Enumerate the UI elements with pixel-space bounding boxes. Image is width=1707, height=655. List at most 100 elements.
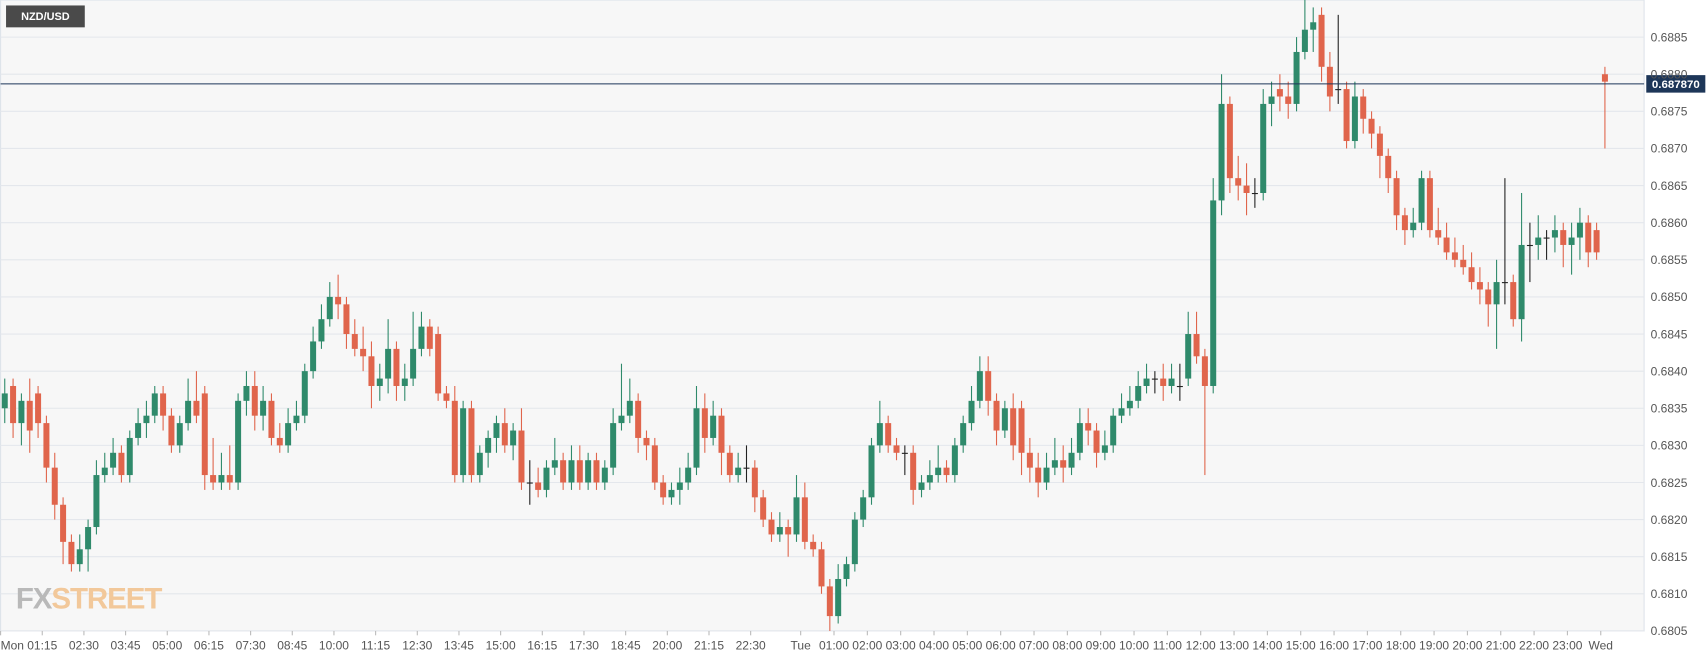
candle-body <box>668 489 675 498</box>
candle-body <box>1010 408 1017 446</box>
candle-body <box>510 430 517 446</box>
x-tick-label: 05:00 <box>152 638 182 652</box>
candle-body <box>276 437 283 446</box>
candle-body <box>810 541 817 550</box>
candle-body <box>1426 178 1433 231</box>
candle-body <box>1535 237 1542 245</box>
x-tick-label: 18:45 <box>611 638 641 652</box>
candle-body <box>935 467 942 476</box>
candle-body <box>285 423 292 446</box>
candle-body <box>735 467 742 476</box>
candle-body <box>1485 289 1492 305</box>
x-tick-label: 02:00 <box>852 638 882 652</box>
candle-body <box>1435 230 1442 238</box>
candle-body <box>693 408 700 468</box>
x-tick-label: 06:15 <box>194 638 224 652</box>
candle-body <box>526 482 533 484</box>
candle-body <box>1385 155 1392 179</box>
candle-body <box>426 326 433 349</box>
price-label: 0.687870 <box>1652 79 1700 91</box>
candle-body <box>1310 22 1317 30</box>
x-tick-label: 05:00 <box>952 638 982 652</box>
logo-part: STREET <box>51 582 162 615</box>
candle-body <box>551 460 558 468</box>
candle-body <box>476 452 483 476</box>
x-tick-label: 03:00 <box>886 638 916 652</box>
candle-body <box>1185 334 1192 379</box>
candle-body <box>293 415 300 424</box>
x-tick-label: 10:00 <box>1119 638 1149 652</box>
candle-body <box>1493 282 1500 305</box>
candle-body <box>993 400 1000 431</box>
candle-body <box>701 408 708 438</box>
symbol-badge <box>6 5 85 28</box>
candle-body <box>1001 408 1008 431</box>
candle-body <box>185 400 192 424</box>
grid <box>0 36 1645 636</box>
candle-body <box>10 385 17 424</box>
candle-body <box>326 296 333 320</box>
candle-body <box>1268 96 1275 104</box>
candle-body <box>760 497 767 520</box>
candle-body <box>518 430 525 483</box>
candle-body <box>1143 378 1150 386</box>
price-label-box <box>1646 75 1706 93</box>
candle-body <box>143 415 150 424</box>
candle-body <box>876 423 883 446</box>
y-tick-label: 0.6850 <box>1651 290 1688 304</box>
candle-body <box>960 423 967 446</box>
candle-body <box>1318 14 1325 67</box>
candle-body <box>568 460 575 483</box>
candle-body <box>1360 96 1367 119</box>
candle-body <box>368 356 375 386</box>
y-tick-label: 0.6860 <box>1651 216 1688 230</box>
x-tick-label: 17:30 <box>569 638 599 652</box>
candle-body <box>1193 334 1200 357</box>
y-tick-label: 0.6855 <box>1651 253 1688 267</box>
candle-body <box>768 519 775 535</box>
x-tick-label: Tue <box>791 638 812 652</box>
candle-body <box>60 504 67 542</box>
x-tick-label: 11:00 <box>1153 638 1182 652</box>
candle-body <box>868 445 875 498</box>
candle-body <box>451 400 458 476</box>
candle-body <box>1560 230 1567 245</box>
candle-body <box>1285 96 1292 104</box>
y-tick-label: 0.6815 <box>1651 550 1688 564</box>
candle-body <box>1051 460 1058 468</box>
candle-body <box>751 467 758 498</box>
logo: FXSTREET <box>16 582 162 615</box>
candle-body <box>1351 96 1358 142</box>
x-tick-label: 16:15 <box>527 638 557 652</box>
candle-body <box>976 371 983 401</box>
candle-body <box>743 467 750 469</box>
candle-body <box>43 423 50 468</box>
x-tick-label: 18:00 <box>1386 638 1416 652</box>
candle-body <box>635 400 642 438</box>
candle-body <box>1226 103 1233 179</box>
candle-body <box>626 400 633 416</box>
candle-body <box>1551 230 1558 238</box>
candle-body <box>1235 178 1242 186</box>
candle-body <box>201 393 208 476</box>
candle-body <box>1401 215 1408 231</box>
candle-body <box>1568 237 1575 245</box>
candle-body <box>260 400 267 416</box>
candle-body <box>1035 467 1042 483</box>
candle-body <box>1368 118 1375 134</box>
candle-body <box>210 475 217 483</box>
y-tick-label: 0.6820 <box>1651 513 1688 527</box>
x-tick-label: 04:00 <box>919 638 949 652</box>
candle-body <box>460 408 467 476</box>
candle-body <box>1418 178 1425 223</box>
candle-body <box>1276 89 1283 97</box>
candle-body <box>85 527 92 550</box>
candle-body <box>443 393 450 401</box>
x-tick-label: 13:45 <box>444 638 474 652</box>
candle-body <box>351 334 358 349</box>
candle-body <box>1201 356 1208 386</box>
x-tick-label: 06:00 <box>986 638 1016 652</box>
candle-body <box>1335 89 1342 91</box>
candle-body <box>1593 230 1600 253</box>
